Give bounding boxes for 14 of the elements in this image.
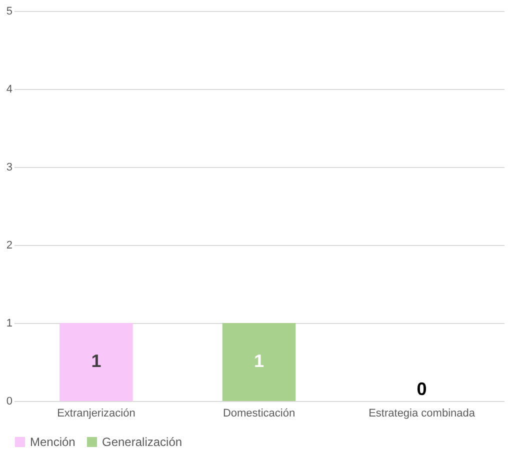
data-label: 1 bbox=[254, 351, 264, 371]
y-tick-label: 4 bbox=[6, 84, 12, 96]
legend-label: Mención bbox=[30, 435, 76, 449]
y-tick-label: 3 bbox=[6, 162, 12, 174]
y-tick-label: 1 bbox=[6, 318, 12, 330]
data-label: 1 bbox=[91, 351, 102, 371]
x-tick-label: Estrategia combinada bbox=[368, 408, 476, 420]
y-tick-label: 2 bbox=[6, 240, 12, 252]
legend-label: Generalización bbox=[102, 435, 182, 449]
x-tick-label: Domesticación bbox=[222, 408, 296, 420]
y-tick-label: 0 bbox=[6, 396, 12, 408]
total-label: 0 bbox=[416, 379, 427, 399]
y-tick-label: 5 bbox=[6, 6, 12, 18]
x-tick-label: Extranjerización bbox=[57, 408, 136, 420]
